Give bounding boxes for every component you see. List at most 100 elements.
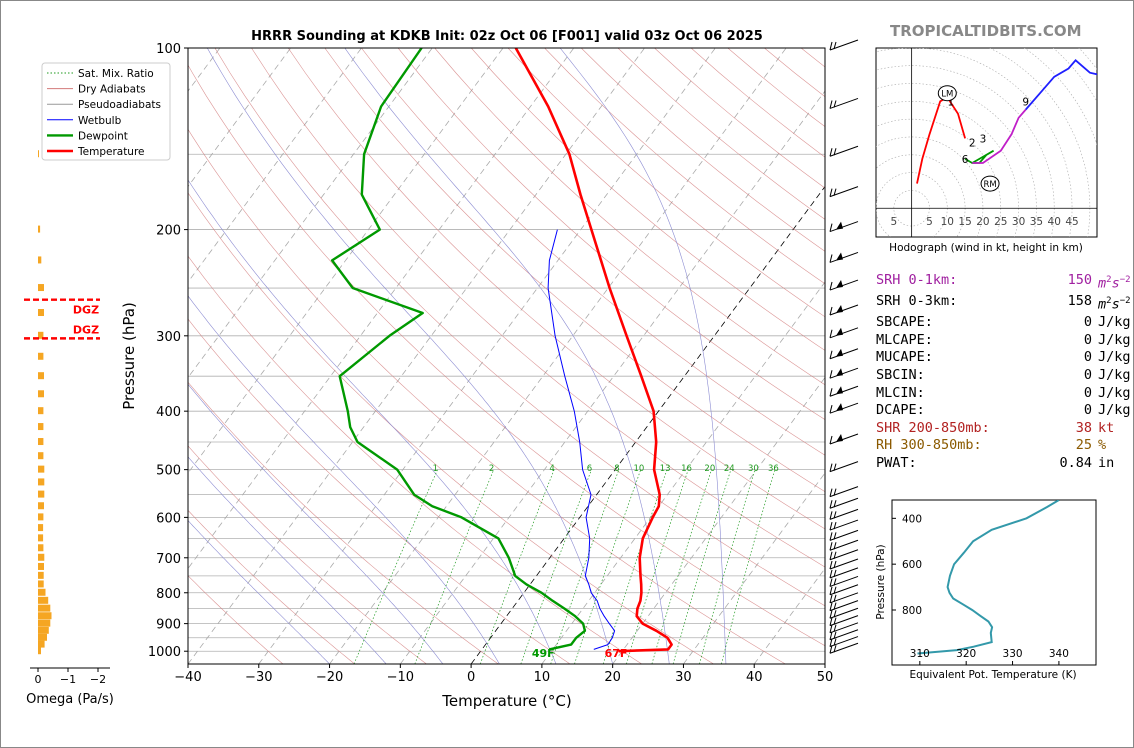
wind-barb-staff xyxy=(829,385,859,397)
hodograph-segment xyxy=(916,96,966,184)
isotherm xyxy=(188,48,504,474)
omega-bar xyxy=(38,309,44,317)
storm-motion-marker xyxy=(937,85,957,102)
legend-label: Dewpoint xyxy=(78,130,128,142)
wind-barb-feather xyxy=(833,578,837,586)
omega-tick-label: 0 xyxy=(35,673,42,686)
unit-m: m xyxy=(1098,296,1107,313)
omega-bar xyxy=(38,465,45,473)
omega-bar xyxy=(38,544,44,552)
theta-e-x-tick-label: 310 xyxy=(910,648,930,660)
hodograph-segment xyxy=(1025,59,1097,111)
index-unit: J/kg xyxy=(1098,349,1131,366)
mixing-ratio-label: 16 xyxy=(681,464,692,474)
wind-barb xyxy=(829,584,859,596)
hodograph-tick-label: 45 xyxy=(1065,216,1078,228)
omega-bar xyxy=(38,284,44,292)
hodograph-tick-label: 30 xyxy=(1012,216,1025,228)
moist-adiabat xyxy=(188,383,444,664)
y-tick-label: 400 xyxy=(156,405,181,420)
dry-adiabat xyxy=(188,381,499,664)
wind-barb-staff xyxy=(829,327,859,339)
hodograph-tick-label: 20 xyxy=(976,216,989,228)
wind-barb xyxy=(829,385,859,397)
unit-exp: −2 xyxy=(1119,275,1131,285)
omega-bar xyxy=(38,647,41,655)
index-unit: in xyxy=(1098,454,1115,471)
wind-barb xyxy=(829,348,859,360)
moist-adiabat xyxy=(344,48,670,664)
hodograph-tick-label: 15 xyxy=(958,216,971,228)
omega-bar xyxy=(38,150,39,158)
wind-barb-feather xyxy=(829,500,833,509)
wind-barb xyxy=(829,367,859,379)
y-axis-label: Pressure (hPa) xyxy=(120,302,138,410)
wind-barb-feather xyxy=(829,560,833,570)
index-row: SRH 0-1km: 150 m2s−2 xyxy=(876,272,1131,293)
dewpoint-line xyxy=(330,48,587,651)
hodograph-height-label: 2 xyxy=(969,138,976,150)
dry-adiabat xyxy=(188,192,714,664)
wind-barb-feather xyxy=(829,329,833,338)
x-tick-label: −20 xyxy=(316,670,343,685)
dry-adiabat xyxy=(188,575,284,664)
wetbulb-line xyxy=(547,229,616,650)
index-row: DCAPE: 0 J/kg xyxy=(876,402,1131,420)
wind-barb-feather xyxy=(829,463,833,472)
omega-bar xyxy=(38,571,44,579)
y-tick-label: 300 xyxy=(156,330,181,345)
theta-e-x-tick-label: 320 xyxy=(956,648,976,660)
mixing-ratio-label: 13 xyxy=(660,464,671,474)
wind-barb xyxy=(829,486,859,498)
unit-exp: 2 xyxy=(1106,296,1112,307)
wind-barb-feather xyxy=(833,488,837,496)
index-row: MUCAPE: 0 J/kg xyxy=(876,349,1131,367)
hodograph-height-label: 6 xyxy=(962,154,969,166)
wind-barb xyxy=(829,642,859,654)
hodograph-frame xyxy=(875,47,1098,238)
wind-barb-feather xyxy=(833,463,837,471)
index-value: 25 xyxy=(1075,437,1092,454)
wind-barb-feather xyxy=(833,551,837,559)
omega-bar xyxy=(38,633,47,641)
omega-bar xyxy=(38,588,46,596)
x-tick-label: 10 xyxy=(534,670,551,685)
wind-barb-flag xyxy=(836,280,843,289)
omega-bar xyxy=(38,513,44,521)
omega-bar xyxy=(38,502,44,510)
omega-bar xyxy=(38,490,45,498)
mixing-ratio-line xyxy=(699,469,756,664)
index-value: 0.84 xyxy=(1059,454,1092,471)
wind-barb-feather xyxy=(833,560,837,569)
index-row: MLCIN: 0 J/kg xyxy=(876,385,1131,403)
wind-barb-feather xyxy=(833,638,837,646)
x-tick-label: −10 xyxy=(387,670,414,685)
index-row: SHR 200-850mb: 38 kt xyxy=(876,420,1131,438)
x-tick-label: 30 xyxy=(675,670,692,685)
wind-barb xyxy=(829,529,859,541)
wind-barb-feather xyxy=(833,511,837,519)
mixing-ratio-line xyxy=(550,469,620,664)
wind-barb xyxy=(829,279,859,291)
hodograph-tick-label: 40 xyxy=(1048,216,1061,228)
wind-barb xyxy=(829,186,859,198)
wind-barb xyxy=(829,145,859,157)
theta-e-plot xyxy=(917,500,1060,655)
omega-bar xyxy=(38,553,45,561)
wind-barb-staff xyxy=(829,251,859,263)
wind-barb-feather xyxy=(829,488,833,497)
wind-barb-feather xyxy=(829,542,833,551)
omega-bar xyxy=(38,423,44,431)
omega-bar xyxy=(38,452,44,460)
x-tick-label: −40 xyxy=(174,670,201,685)
legend-box xyxy=(41,62,171,161)
wind-barb-flag xyxy=(836,368,843,377)
index-value: 158 xyxy=(1067,293,1092,310)
x-tick-label: 40 xyxy=(746,670,763,685)
wind-barb xyxy=(829,539,859,551)
omega-bar xyxy=(38,225,41,233)
hodograph-segment xyxy=(972,109,1027,164)
wind-barb-feather xyxy=(833,521,837,530)
omega-bar xyxy=(38,407,44,415)
theta-e-line xyxy=(917,500,1060,655)
